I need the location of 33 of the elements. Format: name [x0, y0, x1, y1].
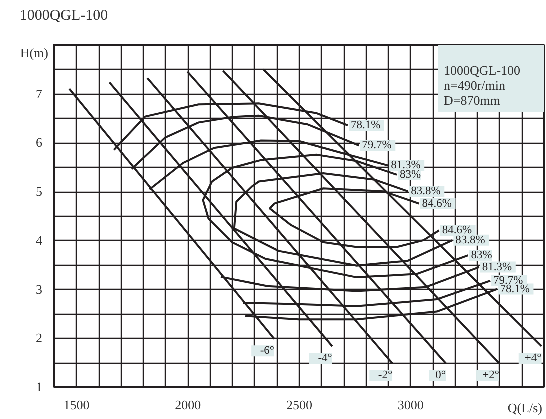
- series-label: -2°: [378, 370, 393, 382]
- series-label: 83.8%: [411, 186, 442, 198]
- x-tick-label: 2500: [286, 398, 312, 412]
- series-label: -6°: [260, 345, 275, 358]
- series-label: 0°: [436, 370, 446, 382]
- x-axis-title: Q(L/s): [508, 400, 542, 416]
- text: 78.1%: [500, 283, 530, 296]
- y-tick-label: 2: [36, 330, 42, 346]
- chart-title: 1000QGL-100: [20, 8, 108, 24]
- series-label: +2°: [482, 370, 500, 382]
- text: 83.8%: [456, 234, 486, 246]
- y-axis-title: H(m): [20, 46, 48, 60]
- y-tick-label: 5: [36, 184, 42, 200]
- y-tick-label: 4: [36, 232, 43, 248]
- x-tick-label: 2000: [175, 398, 202, 412]
- series-label: 79.7%: [362, 140, 392, 152]
- x-tick-label: 3000: [398, 398, 424, 412]
- y-tick-label: 1: [36, 380, 42, 394]
- text: 81.3%: [482, 261, 512, 274]
- x-tick-label: 1500: [64, 398, 90, 412]
- annotation: D=870mm: [444, 93, 500, 108]
- annotation: 1000QGL-100: [444, 63, 521, 78]
- series-label: +4°: [524, 352, 542, 364]
- text: 83%: [471, 250, 492, 262]
- series-label: 78.1%: [351, 120, 382, 132]
- series-label: -4°: [318, 352, 333, 364]
- text: 84.6%: [442, 224, 472, 237]
- y-tick-label: 7: [36, 86, 43, 102]
- series-label: 83%: [400, 168, 422, 181]
- series-label: 84.6%: [422, 198, 452, 210]
- annotation: n=490r/min: [444, 78, 506, 93]
- y-tick-label: 3: [36, 282, 42, 297]
- y-tick-label: 6: [36, 135, 43, 150]
